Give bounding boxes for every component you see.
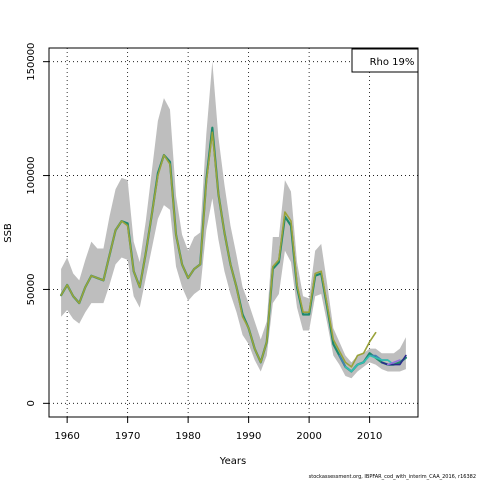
series-line-4 (380, 354, 407, 366)
x-tick-label: 1960 (54, 431, 79, 442)
series-line-3 (344, 354, 395, 373)
footer-source-note: stockassessment.org, IBPFAR_cod_with_int… (309, 474, 476, 480)
y-tick-label: 150000 (26, 43, 37, 81)
x-tick-label: 1970 (115, 431, 140, 442)
y-tick-label: 100000 (26, 156, 37, 194)
plot-frame (48, 47, 419, 418)
legend-text: Rho 19% (370, 57, 415, 68)
series-line-6 (60, 131, 377, 368)
confidence-band (61, 61, 406, 379)
x-tick-label: 2000 (296, 431, 321, 442)
y-tick-label: 0 (26, 400, 37, 406)
y-axis: 0 50000 100000 150000 (26, 43, 49, 407)
y-axis-title: SSB (3, 223, 14, 243)
confidence-band-layer (61, 61, 406, 379)
series-layer (59, 126, 408, 373)
legend: Rho 19% (351, 48, 419, 73)
x-tick-label: 2010 (357, 431, 382, 442)
x-axis-title: Years (219, 456, 246, 467)
legend-box (351, 48, 419, 73)
x-axis: 1960 1970 1980 1990 2000 2010 (54, 417, 382, 442)
x-tick-label: 1990 (236, 431, 261, 442)
y-tick-label: 50000 (26, 274, 37, 306)
x-tick-label: 1980 (175, 431, 200, 442)
series-line-5 (386, 359, 401, 366)
